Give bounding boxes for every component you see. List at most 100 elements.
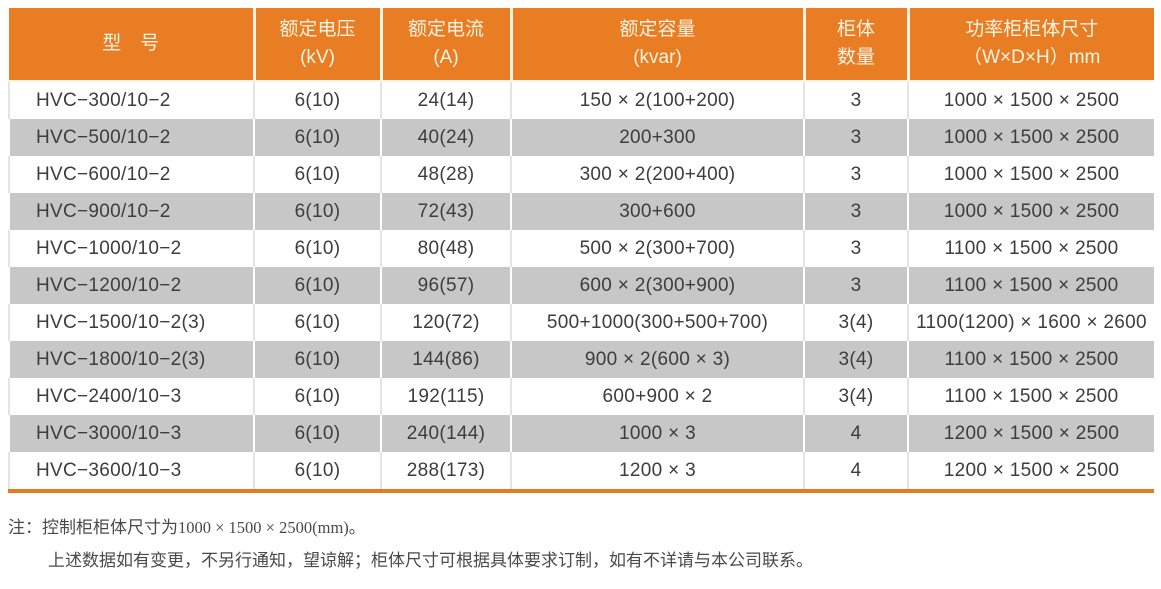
table-row: HVC−300/10−2 6(10) 24(14) 150 × 2(100+200) 3…: [8, 81, 1154, 119]
cell-capacity: 500 × 2(300+700): [510, 230, 804, 267]
cell-qty: 3: [803, 119, 908, 156]
header-cell-line2: （W×D×H）mm: [963, 47, 1101, 68]
cell-voltage: 6(10): [253, 452, 381, 491]
header-cell-2: 额定电流 (A): [379, 8, 511, 82]
note-line1-dimensions: 1000 × 1500 × 2500(mm)。: [178, 518, 366, 537]
cell-capacity: 300+600: [510, 193, 804, 230]
cell-qty: 3: [803, 267, 908, 304]
cell-model: HVC−3000/10−3: [8, 415, 254, 452]
cell-current: 48(28): [380, 156, 511, 193]
cell-voltage: 6(10): [253, 415, 381, 452]
cell-current: 96(57): [380, 267, 511, 304]
table-row: HVC−500/10−2 6(10) 40(24) 200+300 3 1000 × 15…: [8, 119, 1154, 156]
header-cell-line1: 功率柜柜体尺寸: [965, 19, 1099, 41]
header-cell-line1: 额定电流: [407, 19, 484, 41]
cell-qty: 4: [803, 452, 908, 491]
cell-model: HVC−2400/10−3: [8, 378, 254, 415]
header-cell-0: 型 号: [9, 8, 254, 82]
table-row: HVC−1800/10−2(3) 6(10) 144(86) 900 × 2(600 …: [8, 341, 1154, 378]
header-cell-4: 柜体 数量: [802, 8, 908, 82]
header-cell-3: 额定容量 (kvar): [509, 8, 804, 82]
cell-current: 40(24): [380, 119, 511, 156]
cell-current: 120(72): [380, 304, 511, 341]
table-row: HVC−3000/10−3 6(10) 240(144) 1000 × 3 4 1200 …: [8, 415, 1154, 452]
cell-model: HVC−500/10−2: [8, 119, 254, 156]
spec-table-header: 型 号 额定电压 (kV) 额定电流 (A) 额定容量 (kvar) 柜体数量 功率柜柜体尺寸 （…: [9, 8, 1154, 82]
cell-qty: 3: [803, 230, 908, 267]
cell-size: 1000 × 1500 × 2500: [907, 81, 1154, 119]
cell-model: HVC−1500/10−2(3): [8, 304, 254, 341]
cell-voltage: 6(10): [253, 267, 381, 304]
cell-capacity: 200+300: [510, 119, 804, 156]
spec-table-body: HVC−300/10−2 6(10) 24(14) 150 × 2(100+200) 3…: [8, 81, 1154, 491]
table-row: HVC−3600/10−3 6(10) 288(173) 1200 × 3 4 1200 …: [8, 452, 1154, 491]
cell-voltage: 6(10): [253, 378, 381, 415]
cell-model: HVC−600/10−2: [8, 156, 254, 193]
cell-model: HVC−900/10−2: [8, 193, 254, 230]
header-cell-1: 额定电压 (kV): [252, 8, 381, 82]
table-row: HVC−1000/10−2 6(10) 80(48) 500 × 2(300+700)…: [8, 230, 1154, 267]
cell-voltage: 6(10): [253, 304, 381, 341]
cell-voltage: 6(10): [253, 193, 381, 230]
note-line-2: 上述数据如有变更，不另行通知，望谅解；柜体尺寸可根据具体要求订制，如有不详请与本…: [48, 551, 813, 571]
cell-current: 240(144): [380, 415, 511, 452]
table-row: HVC−2400/10−3 6(10) 192(115) 600+900 × 2 3(4…: [8, 378, 1154, 415]
table-row: HVC−1200/10−2 6(10) 96(57) 600 × 2(300+900)…: [8, 267, 1154, 304]
note-line-1: 注：控制柜柜体尺寸为1000 × 1500 × 2500(mm)。: [8, 511, 1161, 544]
cell-qty: 3(4): [803, 341, 908, 378]
cell-current: 80(48): [380, 230, 511, 267]
table-row: HVC−900/10−2 6(10) 72(43) 300+600 3 1000 × 15…: [8, 193, 1154, 230]
cell-size: 1100 × 1500 × 2500: [907, 341, 1154, 378]
cell-current: 144(86): [380, 341, 511, 378]
cell-voltage: 6(10): [253, 119, 381, 156]
cell-size: 1200 × 1500 × 2500: [907, 452, 1154, 491]
header-cell-line1: 额定容量: [619, 19, 696, 41]
cell-size: 1000 × 1500 × 2500: [907, 156, 1154, 193]
table-row: HVC−600/10−2 6(10) 48(28) 300 × 2(200+400) 3…: [8, 156, 1154, 193]
cell-size: 1000 × 1500 × 2500: [907, 193, 1154, 230]
cell-current: 24(14): [380, 81, 511, 119]
cell-current: 288(173): [380, 452, 511, 491]
cell-current: 72(43): [380, 193, 511, 230]
cell-qty: 3: [803, 156, 908, 193]
cell-model: HVC−3600/10−3: [8, 452, 254, 491]
cell-model: HVC−1800/10−2(3): [8, 341, 254, 378]
cell-capacity: 150 × 2(100+200): [510, 81, 804, 119]
cell-capacity: 300 × 2(200+400): [510, 156, 804, 193]
spec-table: 型 号 额定电压 (kV) 额定电流 (A) 额定容量 (kvar) 柜体数量 功率柜柜体尺寸 （…: [8, 8, 1154, 493]
cell-qty: 3: [803, 193, 908, 230]
cell-model: HVC−1200/10−2: [8, 267, 254, 304]
cell-size: 1100 × 1500 × 2500: [907, 378, 1154, 415]
cell-voltage: 6(10): [253, 156, 381, 193]
header-row: 型 号 额定电压 (kV) 额定电流 (A) 额定容量 (kvar) 柜体数量 功率柜柜体尺寸 （…: [9, 8, 1154, 82]
header-cell-5: 功率柜柜体尺寸 （W×D×H）mm: [906, 8, 1154, 82]
cell-model: HVC−300/10−2: [8, 81, 254, 119]
header-cell-line2: (kV): [300, 47, 335, 68]
cell-size: 1200 × 1500 × 2500: [907, 415, 1154, 452]
cell-capacity: 1000 × 3: [510, 415, 804, 452]
cell-qty: 3(4): [803, 378, 908, 415]
note-line1-text: 控制柜柜体尺寸为: [42, 518, 178, 537]
cell-capacity: 500+1000(300+500+700): [510, 304, 804, 341]
cell-capacity: 1200 × 3: [510, 452, 804, 491]
cell-qty: 3(4): [803, 304, 908, 341]
cell-capacity: 600+900 × 2: [510, 378, 804, 415]
cell-qty: 3: [803, 81, 908, 119]
cell-size: 1000 × 1500 × 2500: [907, 119, 1154, 156]
cell-current: 192(115): [380, 378, 511, 415]
header-cell-line2: (kvar): [633, 47, 682, 68]
cell-voltage: 6(10): [253, 230, 381, 267]
header-cell-line2: 数量: [836, 47, 875, 68]
header-cell-line1: 柜体: [836, 19, 875, 41]
cell-qty: 4: [803, 415, 908, 452]
cell-voltage: 6(10): [253, 341, 381, 378]
cell-voltage: 6(10): [253, 81, 381, 119]
header-cell-line1: 额定电压: [279, 19, 356, 41]
cell-size: 1100(1200) × 1600 × 2600: [907, 304, 1154, 341]
cell-capacity: 600 × 2(300+900): [510, 267, 804, 304]
table-row: HVC−1500/10−2(3) 6(10) 120(72) 500+1000(300…: [8, 304, 1154, 341]
header-cell-line2: (A): [433, 47, 459, 68]
cell-size: 1100 × 1500 × 2500: [907, 230, 1154, 267]
cell-size: 1100 × 1500 × 2500: [907, 267, 1154, 304]
